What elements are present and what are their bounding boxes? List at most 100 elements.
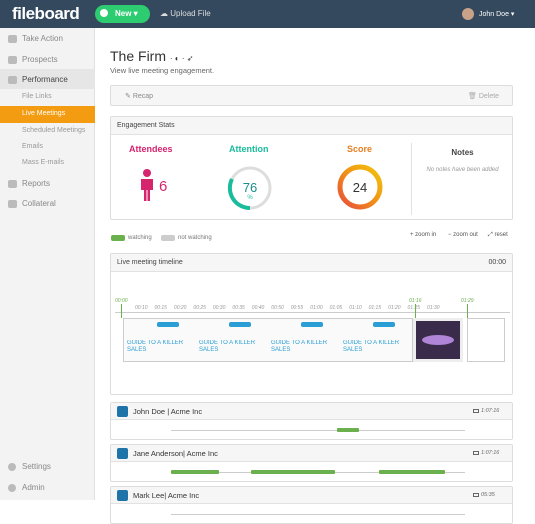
tick-label: 01:10: [349, 305, 362, 311]
attendee-header: [111, 445, 512, 462]
nav-icon: [8, 200, 17, 208]
user-menu[interactable]: John Doe ▾: [479, 11, 515, 18]
nav-item[interactable]: Reports: [22, 179, 51, 188]
active-item: [0, 106, 95, 123]
nav-subitem[interactable]: Scheduled Meetings: [22, 127, 86, 134]
slide-logo: [157, 322, 179, 327]
attendee-name: John Doe | Acme Inc: [133, 407, 203, 416]
active-section: [0, 69, 95, 89]
not-watching-swatch: [161, 235, 175, 241]
person-icon: [141, 169, 153, 201]
score-donut: [337, 164, 383, 210]
nav-subitem[interactable]: Live Meetings: [22, 110, 66, 117]
score-label: Score: [347, 144, 373, 154]
tick-label: 01:05: [329, 305, 343, 311]
page-title: The Firm · ◐ · ➶: [110, 48, 194, 64]
upload-button[interactable]: ☁ Upload File: [160, 9, 211, 18]
watching-segment: [379, 470, 445, 474]
progress-track: [171, 430, 465, 431]
nav-item[interactable]: Collateral: [22, 199, 56, 208]
top-bar: fileboard New ▾ ☁ Upload File John Doe ▾: [0, 0, 535, 28]
marker-label: 01:16: [409, 298, 422, 304]
attention-unit: %: [247, 195, 253, 201]
attendees-label: Attendees: [129, 144, 173, 154]
recap-label: Recap: [132, 93, 154, 100]
tick-label: 01:00: [310, 305, 323, 311]
avatar: [462, 8, 474, 20]
nav-item[interactable]: Prospects: [22, 55, 58, 64]
attention-label: Attention: [229, 144, 269, 154]
zoom-in-label: zoom in: [415, 232, 437, 238]
attendee-row: Mark Lee| Acme Inc 05:35: [110, 486, 513, 524]
recap-button[interactable]: ✎ Recap: [125, 93, 154, 100]
time-icon: [473, 451, 479, 455]
stats-panel: Engagement Stats Attendees 6 Attention 7…: [110, 116, 513, 220]
nav-item[interactable]: Take Action: [22, 34, 63, 43]
tick-label: 01:30: [427, 305, 440, 311]
nav-bottom[interactable]: Admin: [22, 483, 45, 492]
zoom-out[interactable]: − zoom out: [448, 232, 478, 238]
delete-label: Delete: [478, 93, 500, 100]
nav-subitem[interactable]: Mass E-mails: [22, 159, 65, 166]
zoom-out-label: zoom out: [453, 232, 478, 238]
watching-segment: [251, 470, 335, 474]
title-text: The Firm: [110, 48, 166, 64]
slide-title: GUIDE TO A KILLER SALES: [127, 340, 184, 353]
tick-label: 00:35: [232, 305, 245, 311]
marker-line: [415, 304, 416, 318]
plus-icon: [100, 9, 108, 17]
nav-icon: [8, 180, 17, 188]
nav-item[interactable]: Performance: [22, 75, 68, 84]
subtitle: View live meeting engagement.: [110, 66, 215, 75]
logo[interactable]: fileboard: [12, 4, 80, 23]
nav-bottom[interactable]: Settings: [22, 462, 51, 471]
marker-label: 01:29: [461, 298, 474, 304]
delete-button[interactable]: 🗑 Delete: [468, 93, 500, 100]
power-icon: [117, 490, 128, 501]
tick-label: 00:55: [290, 305, 304, 311]
power-icon: [117, 406, 128, 417]
nav-subitem[interactable]: Emails: [22, 143, 44, 150]
tick-label: 00:25: [193, 305, 206, 311]
attention-donut: [227, 166, 272, 211]
nav-subitem[interactable]: File Links: [22, 93, 52, 100]
toolbar: ✎ Recap 🗑 Delete: [110, 85, 513, 106]
nav-icon: [8, 56, 17, 64]
watching-swatch: [111, 235, 125, 241]
slide-logo: [373, 322, 395, 327]
slide-logo: [301, 322, 323, 327]
tick-label: 01:20: [388, 305, 401, 311]
tick-label: 01:15: [368, 305, 382, 311]
tick-label: 00:15: [154, 305, 167, 311]
new-button[interactable]: New ▾: [95, 5, 150, 23]
user-name: John Doe: [479, 11, 509, 18]
tick-label: 00:50: [271, 305, 284, 311]
notes-label: Notes: [451, 148, 474, 157]
nav-icon: [8, 76, 17, 84]
zoom-in[interactable]: + zoom in: [410, 232, 437, 238]
attendee-time: 1:07:16: [481, 450, 500, 456]
stats-header: Engagement Stats: [111, 117, 512, 135]
reset[interactable]: ⤢ reset: [488, 232, 508, 238]
slide-title: GUIDE TO A KILLER SALES: [271, 340, 328, 353]
slide-logo: [229, 322, 251, 327]
time-icon: [473, 409, 479, 413]
notes-empty: No notes have been added: [426, 167, 499, 173]
attendee-row: John Doe | Acme Inc 1:07:16: [110, 402, 513, 440]
progress-track: [171, 514, 465, 515]
attendee-time: 05:35: [481, 492, 495, 498]
tick-label: 00:40: [251, 305, 265, 311]
timeline-axis: [115, 312, 510, 313]
divider: [411, 143, 412, 215]
attendee-name: Mark Lee| Acme Inc: [133, 491, 200, 500]
text-slide: [467, 318, 505, 362]
timeline-title: Live meeting timeline: [117, 259, 183, 266]
attendee-name: Jane Anderson| Acme Inc: [133, 449, 218, 458]
watching-label: watching: [128, 235, 152, 241]
attendee-header: [111, 403, 512, 420]
attendees-count: 6: [159, 178, 168, 195]
watching-segment: [171, 470, 219, 474]
tick-label: 00:20: [173, 305, 187, 311]
reset-label: reset: [494, 232, 508, 238]
timeline-panel: Live meeting timeline 00:00 00:10 00:15 00:…: [110, 253, 513, 395]
